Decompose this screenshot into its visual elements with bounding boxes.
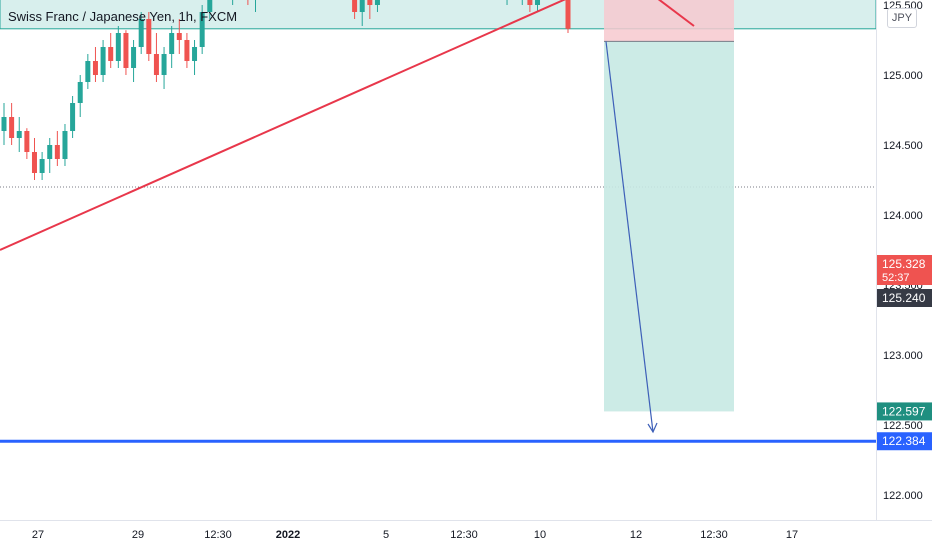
candle-body xyxy=(138,19,144,47)
candle-body xyxy=(108,47,114,61)
price-tick-label: 122.500 xyxy=(883,420,923,432)
price-tag-label: 125.328 xyxy=(882,257,926,271)
candle-body xyxy=(31,152,37,173)
time-tick-label: 10 xyxy=(534,529,546,541)
price-tick-label: 124.000 xyxy=(883,210,923,222)
candle-body xyxy=(527,0,533,5)
candle-body xyxy=(9,117,15,138)
candle-body xyxy=(176,33,182,40)
candle-body xyxy=(24,131,30,152)
candle-body xyxy=(565,0,571,29)
candle-body xyxy=(131,47,137,68)
candle-body xyxy=(92,61,98,75)
chart-title: Swiss Franc / Japanese Yen, 1h, FXCM xyxy=(8,9,238,24)
candle-body xyxy=(85,61,91,82)
price-tick-label: 122.000 xyxy=(883,490,923,502)
candle-body xyxy=(47,145,53,159)
candle-body xyxy=(54,145,60,159)
time-axis: 27 29 12:30 2022 5 12:30 10 12 12:30 17 xyxy=(32,529,798,541)
candle-body xyxy=(70,103,76,131)
candle-body xyxy=(39,159,45,173)
currency-unit-badge[interactable]: JPY xyxy=(887,8,917,28)
time-tick-label: 17 xyxy=(786,529,798,541)
candle-body xyxy=(199,12,205,47)
price-scale-border xyxy=(876,0,877,520)
time-tick-label: 27 xyxy=(32,529,44,541)
candle-body xyxy=(77,82,83,103)
price-tag-label: 122.597 xyxy=(882,404,926,418)
candle-body xyxy=(535,0,541,5)
candle-body xyxy=(367,0,373,6)
time-tick-label: 12:30 xyxy=(204,529,232,541)
candle-body xyxy=(184,40,190,61)
projection-arrow xyxy=(605,41,654,433)
price-tick-label: 124.500 xyxy=(883,140,923,152)
candle-body xyxy=(169,33,175,54)
candle-body xyxy=(153,54,159,75)
price-tag xyxy=(877,402,932,421)
dotted-levels xyxy=(0,186,876,188)
candle-body xyxy=(62,131,68,159)
time-tick-label: 29 xyxy=(132,529,144,541)
candle-body xyxy=(192,47,198,61)
price-tag xyxy=(877,432,932,451)
countdown-label: 52:37 xyxy=(882,272,910,284)
candle-body xyxy=(123,33,129,68)
candle-body xyxy=(374,0,380,5)
projection-arrowhead xyxy=(647,422,658,434)
candle-body xyxy=(100,47,106,75)
time-scale-border xyxy=(0,520,932,521)
price-tag xyxy=(877,255,932,285)
candle-body xyxy=(1,117,7,131)
price-tags: 126.577125.963125.32852:37125.240122.597… xyxy=(877,255,932,451)
time-tick-label: 12:30 xyxy=(450,529,478,541)
time-tick-label: 2022 xyxy=(276,529,300,541)
time-tick-label: 5 xyxy=(383,529,389,541)
price-tag xyxy=(877,289,932,307)
price-tag-label: 122.384 xyxy=(882,434,926,448)
price-tick-label: 123.000 xyxy=(883,350,923,362)
ascending-support-trendline xyxy=(0,0,566,251)
time-tick-label: 12:30 xyxy=(700,529,728,541)
candle-body xyxy=(359,0,365,13)
short-position-tool xyxy=(604,0,734,412)
candle-body xyxy=(115,33,121,61)
candles xyxy=(1,0,571,180)
price-tick-label: 125.000 xyxy=(883,70,923,82)
candle-body xyxy=(146,19,152,54)
candle-body xyxy=(161,54,167,75)
drawings xyxy=(0,0,876,443)
time-tick-label: 12 xyxy=(630,529,642,541)
price-tag-label: 125.240 xyxy=(882,291,926,305)
candle-body xyxy=(207,0,213,12)
candle-body xyxy=(352,0,358,12)
price-axis: 122.000122.500123.000123.500124.000124.5… xyxy=(883,0,923,502)
candle-body xyxy=(16,131,22,138)
take-profit-zone xyxy=(604,41,734,412)
